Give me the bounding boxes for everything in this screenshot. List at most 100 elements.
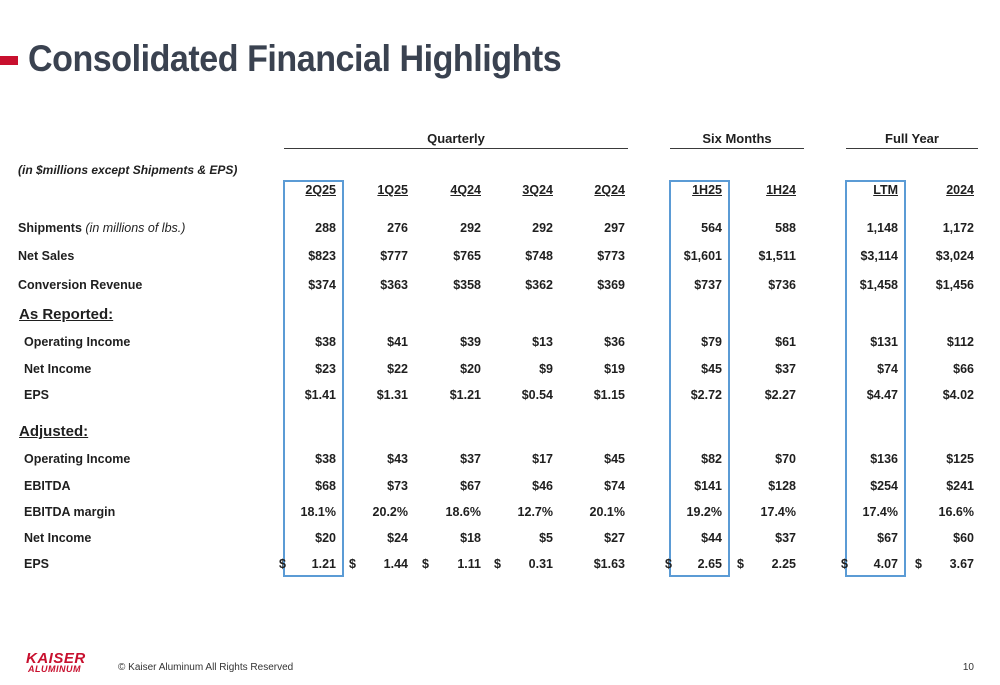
row-label-adjusted-net-income: Net Income: [24, 531, 92, 545]
cell-adj-net-income-2q25: $20: [315, 531, 336, 545]
logo-wordmark-bottom: ALUMINUM: [28, 664, 81, 674]
cell-rep-net-income-2024: $66: [953, 362, 974, 376]
shipments-units-note: (in millions of lbs.): [85, 221, 186, 235]
cell-adj-operating-income-2q24: $45: [604, 452, 625, 466]
cell-adj-operating-income-1h24: $70: [775, 452, 796, 466]
row-label-conversion-revenue: Conversion Revenue: [18, 278, 143, 292]
row-label-reported-eps: EPS: [24, 388, 50, 402]
cell-rep-net-income-4q24: $20: [460, 362, 481, 376]
logo-wordmark-top: KAISER: [26, 650, 86, 667]
cell-adj-eps-2024: $3.67: [915, 557, 974, 571]
cell-adj-ebitda-1q25: $73: [387, 479, 408, 493]
cell-shipments-3q24: 292: [532, 221, 553, 235]
cell-rep-operating-income-2q24: $36: [604, 335, 625, 349]
cell-rep-net-income-ltm: $74: [877, 362, 898, 376]
row-label-adjusted-ebitda: EBITDA: [24, 479, 71, 493]
column-header-3q24: 3Q24: [522, 183, 553, 197]
cell-shipments-2024: 1,172: [942, 221, 974, 235]
row-label-shipments: Shipments (in millions of lbs.): [18, 221, 186, 235]
cell-adj-ebitda-margin-4q24: 18.6%: [445, 505, 481, 519]
cell-adj-eps-1q25: $1.44: [349, 557, 408, 571]
kaiser-aluminum-logo: KAISER ALUMINUM: [26, 650, 102, 674]
cell-adj-ebitda-4q24: $67: [460, 479, 481, 493]
column-header-2q24: 2Q24: [594, 183, 625, 197]
page-title: Consolidated Financial Highlights: [28, 38, 562, 79]
cell-rep-net-income-1h24: $37: [775, 362, 796, 376]
copyright-notice: © Kaiser Aluminum All Rights Reserved: [118, 662, 294, 673]
cell-rep-eps-1h24: $2.27: [764, 388, 796, 402]
page-number: 10: [962, 662, 974, 673]
cell-adj-ebitda-margin-2q24: 20.1%: [589, 505, 625, 519]
row-label-adjusted-operating-income: Operating Income: [24, 452, 131, 466]
title-accent-bar: [0, 56, 18, 65]
cell-conversion-revenue-1q25: $363: [380, 278, 408, 292]
cell-rep-net-income-3q24: $9: [539, 362, 553, 376]
row-label-adjusted-ebitda-margin: EBITDA margin: [24, 505, 116, 519]
column-header-1h25: 1H25: [692, 183, 722, 197]
cell-rep-eps-1h25: $2.72: [690, 388, 722, 402]
section-label-adjusted: Adjusted:: [19, 423, 89, 440]
cell-adj-net-income-2024: $60: [953, 531, 974, 545]
cell-adj-net-income-ltm: $67: [877, 531, 898, 545]
group-header-quarterly: Quarterly: [284, 131, 628, 149]
cell-shipments-1h24: 588: [775, 221, 796, 235]
cell-adj-ebitda-2q25: $68: [315, 479, 336, 493]
cell-adj-net-income-1q25: $24: [387, 531, 408, 545]
column-header-ltm: LTM: [873, 183, 898, 197]
cell-adj-net-income-2q24: $27: [604, 531, 625, 545]
cell-adj-ebitda-margin-1h25: 19.2%: [686, 505, 722, 519]
cell-rep-operating-income-2q25: $38: [315, 335, 336, 349]
cell-adj-eps-1h25: $2.65: [665, 557, 722, 571]
cell-net-sales-1h24: $1,511: [758, 249, 796, 263]
cell-conversion-revenue-2q25: $374: [308, 278, 336, 292]
group-header-six-months: Six Months: [670, 131, 804, 149]
cell-adj-eps-2q25: $1.21: [279, 557, 336, 571]
cell-shipments-1q25: 276: [387, 221, 408, 235]
cell-conversion-revenue-1h25: $737: [694, 278, 722, 292]
cell-rep-operating-income-3q24: $13: [532, 335, 553, 349]
cell-net-sales-2q24: $773: [597, 249, 625, 263]
cell-rep-net-income-2q25: $23: [315, 362, 336, 376]
cell-adj-operating-income-3q24: $17: [532, 452, 553, 466]
cell-adj-net-income-1h24: $37: [775, 531, 796, 545]
cell-conversion-revenue-1h24: $736: [768, 278, 796, 292]
cell-rep-eps-2024: $4.02: [942, 388, 974, 402]
cell-rep-eps-2q25: $1.41: [304, 388, 336, 402]
cell-adj-net-income-4q24: $18: [460, 531, 481, 545]
cell-rep-operating-income-1h25: $79: [701, 335, 722, 349]
cell-net-sales-3q24: $748: [525, 249, 553, 263]
row-label-reported-net-income: Net Income: [24, 362, 92, 376]
cell-adj-operating-income-1h25: $82: [701, 452, 722, 466]
cell-rep-operating-income-2024: $112: [946, 335, 974, 349]
cell-adj-ebitda-1h25: $141: [694, 479, 722, 493]
cell-adj-operating-income-1q25: $43: [387, 452, 408, 466]
column-header-2q25: 2Q25: [305, 183, 336, 197]
cell-adj-ebitda-margin-1q25: 20.2%: [372, 505, 408, 519]
cell-rep-eps-1q25: $1.31: [376, 388, 408, 402]
cell-net-sales-2q25: $823: [308, 249, 336, 263]
cell-conversion-revenue-2q24: $369: [597, 278, 625, 292]
cell-rep-operating-income-1h24: $61: [775, 335, 796, 349]
cell-adj-operating-income-2q25: $38: [315, 452, 336, 466]
cell-rep-operating-income-1q25: $41: [387, 335, 408, 349]
cell-adj-net-income-3q24: $5: [539, 531, 553, 545]
highlight-box-2q25: [283, 180, 344, 577]
cell-adj-ebitda-margin-2q25: 18.1%: [300, 505, 336, 519]
cell-adj-eps-1h24: $2.25: [737, 557, 796, 571]
cell-adj-ebitda-margin-1h24: 17.4%: [760, 505, 796, 519]
cell-rep-net-income-1h25: $45: [701, 362, 722, 376]
cell-rep-net-income-1q25: $22: [387, 362, 408, 376]
cell-net-sales-4q24: $765: [453, 249, 481, 263]
cell-adj-eps-2q24: $1.63: [593, 557, 625, 571]
cell-adj-operating-income-4q24: $37: [460, 452, 481, 466]
cell-adj-ebitda-margin-2024: 16.6%: [938, 505, 974, 519]
cell-adj-ebitda-margin-ltm: 17.4%: [862, 505, 898, 519]
column-header-4q24: 4Q24: [450, 183, 481, 197]
row-label-net-sales: Net Sales: [18, 249, 75, 263]
cell-net-sales-ltm: $3,114: [860, 249, 898, 263]
column-header-1h24: 1H24: [766, 183, 796, 197]
cell-rep-eps-4q24: $1.21: [449, 388, 481, 402]
cell-rep-eps-ltm: $4.47: [866, 388, 898, 402]
cell-shipments-2q25: 288: [315, 221, 336, 235]
cell-adj-ebitda-2024: $241: [946, 479, 974, 493]
